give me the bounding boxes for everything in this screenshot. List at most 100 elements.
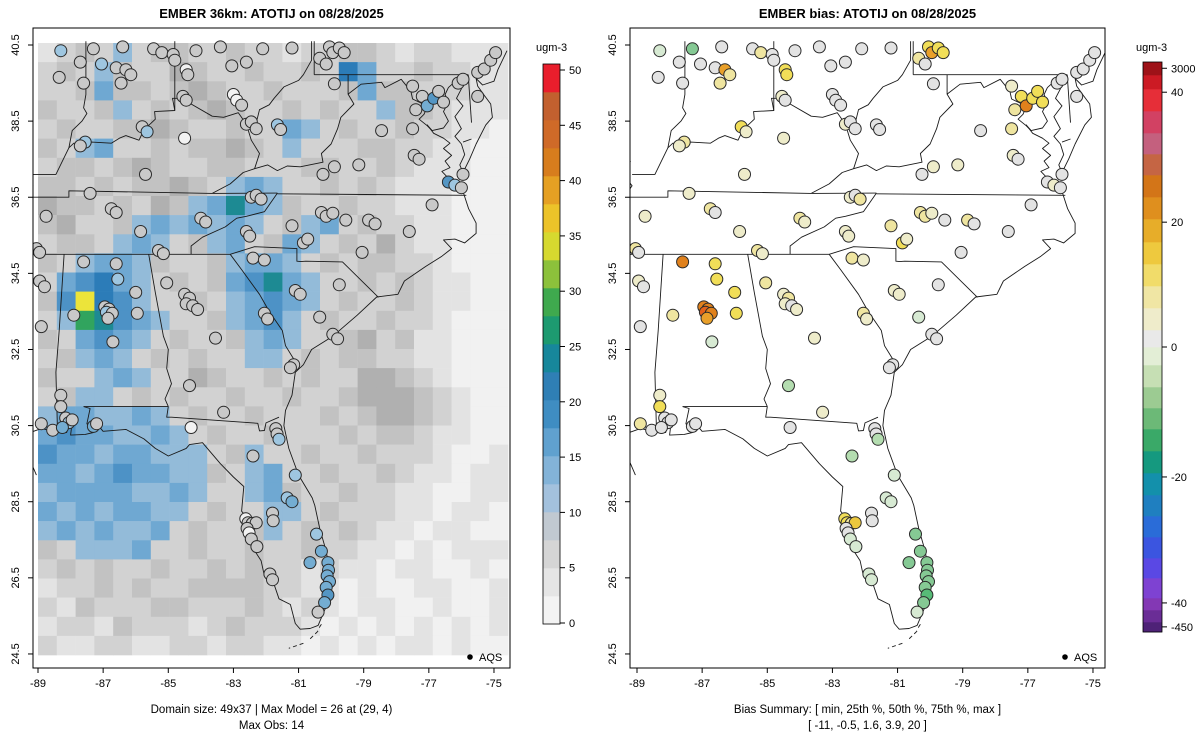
station-marker xyxy=(311,605,325,619)
raster-cell xyxy=(451,138,471,159)
left-panel-title: EMBER 36km: ATOTIJ on 08/28/2025 xyxy=(159,6,384,21)
station-marker xyxy=(900,232,914,246)
raster-cell xyxy=(282,578,302,598)
state-border xyxy=(876,193,1066,196)
state-border xyxy=(68,41,88,148)
raster-cell xyxy=(169,215,189,235)
station-marker xyxy=(318,596,332,610)
raster-cell xyxy=(301,635,321,656)
raster-cell xyxy=(470,176,490,197)
station-marker xyxy=(54,44,68,58)
raster-cell xyxy=(432,329,452,350)
raster-cell xyxy=(414,521,434,541)
station-marker xyxy=(808,331,821,345)
raster-cell xyxy=(357,463,377,484)
raster-cell xyxy=(414,310,434,331)
raster-cell xyxy=(38,635,58,656)
raster-cell xyxy=(113,119,133,139)
raster-cell xyxy=(132,521,152,541)
raster-cell xyxy=(207,253,227,273)
raster-cell xyxy=(338,291,358,312)
raster-cell xyxy=(338,196,358,216)
raster-cell xyxy=(244,138,264,159)
station-marker xyxy=(256,42,270,56)
raster-cell xyxy=(470,406,490,426)
station-marker xyxy=(288,468,302,482)
station-marker xyxy=(884,495,898,509)
raster-cell xyxy=(56,234,76,254)
raster-cell xyxy=(338,540,358,560)
station-marker xyxy=(974,124,988,138)
x-tick-label: -89 xyxy=(629,678,645,690)
raster-cell xyxy=(75,482,95,503)
station-marker xyxy=(778,93,792,107)
station-marker xyxy=(406,122,420,136)
station-marker xyxy=(313,310,327,324)
raster-cell xyxy=(207,196,227,216)
raster-cell xyxy=(395,157,415,178)
station-marker xyxy=(856,253,870,267)
raster-cell xyxy=(470,100,490,120)
station-marker xyxy=(917,596,931,610)
raster-cell xyxy=(188,272,208,292)
raster-cell xyxy=(150,559,170,579)
left-caption-line1: Domain size: 49x37 | Max Model = 26 at (… xyxy=(150,704,393,716)
station-marker xyxy=(694,57,707,71)
raster-cell xyxy=(432,119,452,139)
station-marker xyxy=(633,417,647,431)
state-border xyxy=(630,160,633,190)
raster-cell xyxy=(207,444,227,465)
station-marker xyxy=(456,72,470,86)
station-marker xyxy=(402,225,416,238)
raster-cell xyxy=(357,559,377,579)
raster-cell xyxy=(169,559,189,579)
station-marker xyxy=(477,62,491,76)
raster-cell xyxy=(75,196,95,216)
y-tick-label: 30.5 xyxy=(607,415,619,436)
raster-cell xyxy=(150,482,170,503)
station-marker xyxy=(54,400,68,414)
right-y-axis: 24.5 26.5 28.5 30.5 32.5 34.5 36.5 38.5 40.5 xyxy=(607,34,630,665)
raster-cell xyxy=(451,291,471,312)
raster-cell xyxy=(376,196,396,216)
station-marker xyxy=(931,278,945,292)
raster-cell xyxy=(226,368,246,388)
raster-cell xyxy=(226,597,246,618)
raster-cell xyxy=(470,157,490,178)
raster-cell xyxy=(38,521,58,541)
y-tick-label: 32.5 xyxy=(10,339,22,360)
station-marker xyxy=(243,229,257,243)
raster-cell xyxy=(94,100,114,120)
station-marker xyxy=(86,42,100,56)
raster-cell xyxy=(244,387,264,407)
station-marker xyxy=(824,59,838,73)
raster-cell xyxy=(169,157,189,178)
y-tick-label: 26.5 xyxy=(10,567,22,588)
raster-cell xyxy=(150,81,170,101)
raster-cell xyxy=(207,176,227,197)
colorbar-band xyxy=(1143,598,1162,611)
raster-cell xyxy=(489,502,509,522)
coastline xyxy=(33,50,508,630)
model-raster-layer xyxy=(38,43,509,656)
colorbar-band xyxy=(1143,242,1162,265)
colorbar-tick-label: -40 xyxy=(1171,598,1187,610)
raster-cell xyxy=(113,291,133,312)
colorbar-band xyxy=(543,512,560,541)
raster-cell xyxy=(226,329,246,350)
y-tick-label: 28.5 xyxy=(607,491,619,512)
raster-cell xyxy=(132,616,152,637)
station-marker xyxy=(672,55,686,69)
raster-cell xyxy=(301,329,321,350)
station-marker xyxy=(853,192,867,206)
station-marker xyxy=(301,232,315,246)
station-marker xyxy=(865,573,878,587)
raster-cell xyxy=(94,215,114,235)
x-tick-label: -77 xyxy=(1020,678,1036,690)
x-tick-label: -83 xyxy=(824,678,840,690)
raster-cell xyxy=(150,578,170,598)
x-tick-label: -87 xyxy=(95,678,111,690)
raster-cell xyxy=(188,119,208,139)
raster-cell xyxy=(376,559,396,579)
raster-cell xyxy=(188,81,208,101)
